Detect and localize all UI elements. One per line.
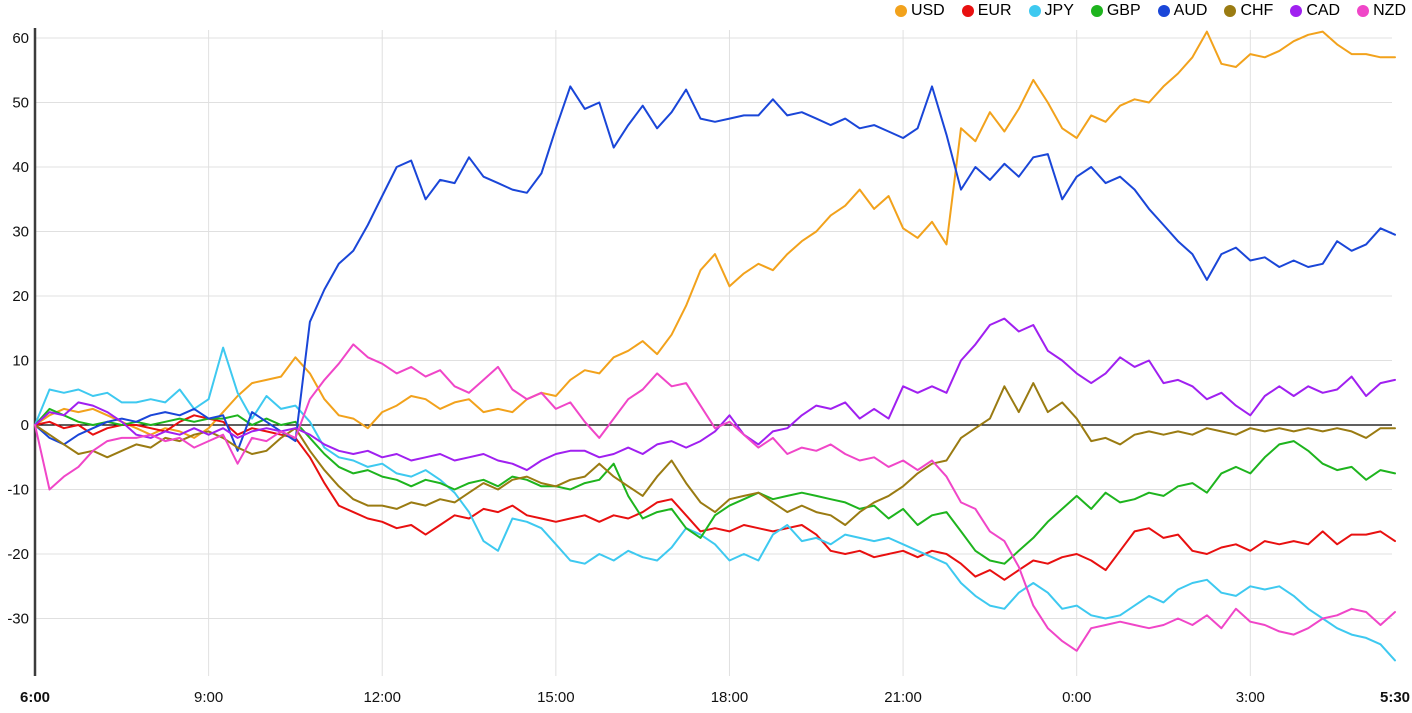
chf-legend-dot-icon — [1224, 5, 1237, 17]
legend-label-jpy: JPY — [1044, 2, 1074, 19]
cad-legend-dot-icon — [1290, 5, 1303, 17]
x-tick-label: 3:00 — [1236, 689, 1265, 706]
usd-legend-dot-icon — [894, 5, 907, 17]
y-tick-label: 30 — [12, 224, 29, 241]
aud-legend-dot-icon — [1157, 5, 1170, 17]
series-line-nzd[interactable] — [34, 343, 1396, 652]
x-tick-label: 0:00 — [1062, 689, 1091, 706]
x-tick-label: 5:30 — [1380, 689, 1410, 706]
legend-label-chf: CHF — [1240, 2, 1274, 19]
legend-label-cad: CAD — [1306, 2, 1341, 19]
legend-item-chf[interactable]: CHF — [1224, 3, 1273, 19]
y-tick-label: 50 — [12, 95, 29, 112]
series-line-chf[interactable] — [34, 382, 1396, 526]
x-tick-label: 6:00 — [20, 689, 50, 706]
series-line-aud[interactable] — [34, 85, 1396, 452]
x-tick-label: 9:00 — [194, 689, 223, 706]
x-tick-label: 12:00 — [363, 689, 401, 706]
x-tick-label: 18:00 — [711, 689, 749, 706]
legend-item-gbp[interactable]: GBP — [1090, 2, 1141, 19]
y-tick-label: 20 — [12, 288, 29, 305]
legend-item-jpy[interactable]: JPY — [1028, 2, 1074, 19]
chart-legend: USD EUR JPY GBP AUD CHF CAD NZD — [894, 2, 1406, 19]
legend-item-usd[interactable]: USD — [894, 2, 945, 19]
legend-item-nzd[interactable]: NZD — [1357, 3, 1406, 19]
series-line-gbp[interactable] — [34, 407, 1396, 565]
legend-label-gbp: GBP — [1106, 2, 1141, 19]
nzd-legend-dot-icon — [1357, 5, 1370, 17]
x-tick-label: 21:00 — [884, 689, 922, 706]
jpy-legend-dot-icon — [1028, 5, 1041, 17]
gbp-legend-dot-icon — [1090, 5, 1103, 17]
y-tick-label: 60 — [12, 30, 29, 47]
legend-item-cad[interactable]: CAD — [1290, 3, 1340, 19]
y-tick-label: 40 — [12, 159, 29, 176]
legend-label-aud: AUD — [1173, 2, 1208, 19]
series-line-usd[interactable] — [34, 30, 1396, 439]
legend-label-eur: EUR — [977, 2, 1012, 19]
y-tick-label: -10 — [7, 482, 29, 499]
legend-label-nzd: NZD — [1373, 2, 1406, 19]
legend-item-aud[interactable]: AUD — [1157, 2, 1208, 19]
y-tick-label: 10 — [12, 353, 29, 370]
eur-legend-dot-icon — [961, 5, 974, 17]
x-tick-label: 15:00 — [537, 689, 575, 706]
y-tick-label: -20 — [7, 546, 29, 563]
legend-item-eur[interactable]: EUR — [961, 2, 1012, 19]
series-line-cad[interactable] — [34, 317, 1396, 472]
series-line-eur[interactable] — [34, 414, 1396, 581]
y-tick-label: 0 — [21, 417, 29, 434]
y-tick-label: -30 — [7, 611, 29, 628]
legend-label-usd: USD — [910, 2, 945, 19]
series-line-jpy[interactable] — [34, 346, 1396, 662]
